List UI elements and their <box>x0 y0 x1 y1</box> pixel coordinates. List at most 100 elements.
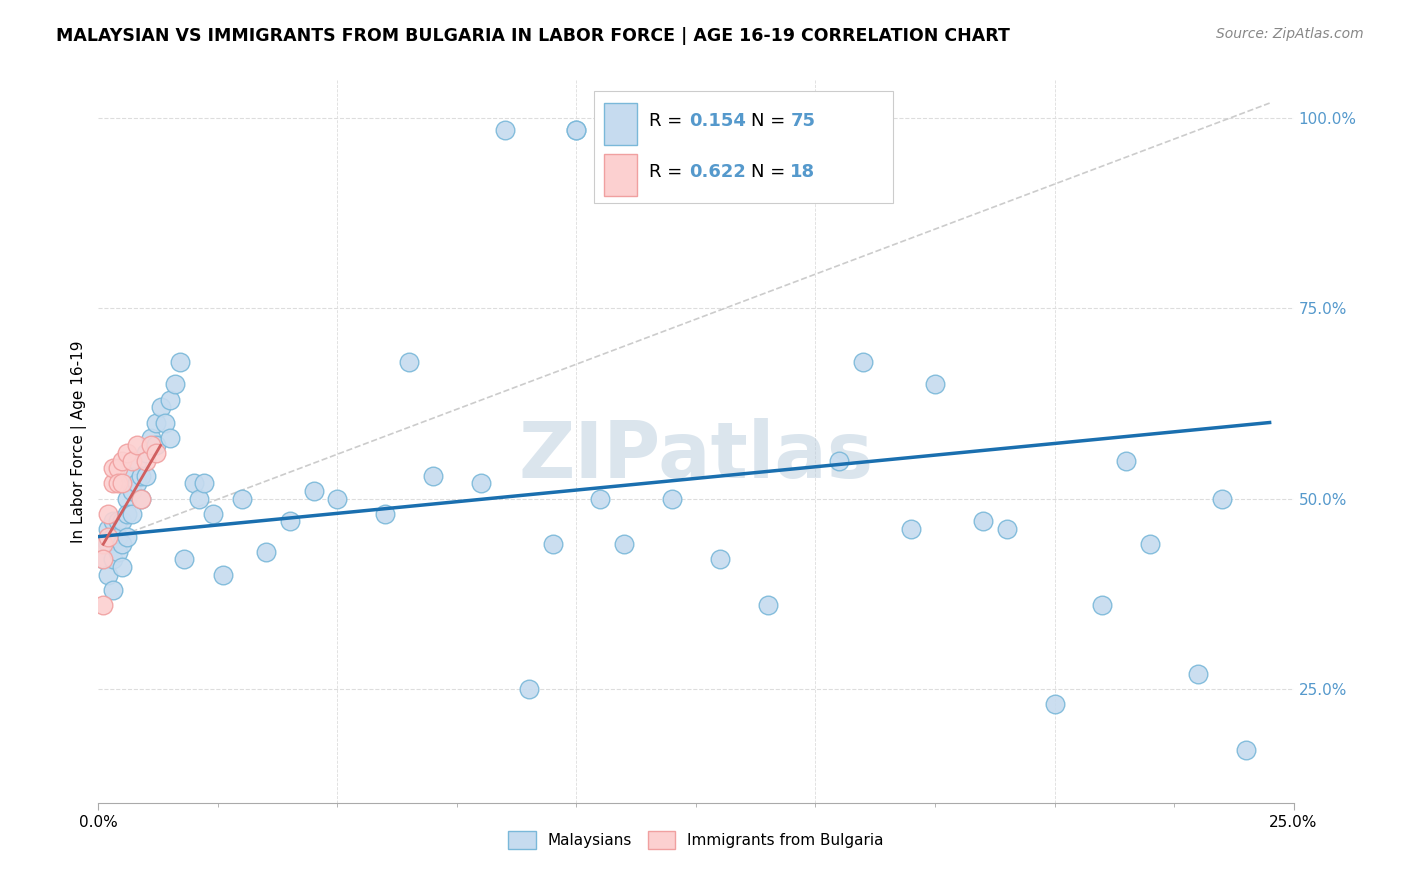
Malaysians <box>107 530 129 544</box>
Immigrants from Bulgaria <box>111 476 134 491</box>
Malaysians <box>1234 742 1257 756</box>
Malaysians <box>661 491 683 506</box>
Malaysians <box>709 552 731 566</box>
Malaysians <box>589 491 612 506</box>
Malaysians <box>374 507 396 521</box>
Immigrants from Bulgaria <box>91 537 114 551</box>
Malaysians <box>111 537 134 551</box>
Malaysians <box>517 681 540 696</box>
Malaysians <box>302 483 325 498</box>
Malaysians <box>231 491 253 506</box>
FancyBboxPatch shape <box>605 154 637 196</box>
Malaysians <box>828 453 851 467</box>
Immigrants from Bulgaria <box>91 598 114 612</box>
Malaysians <box>97 567 120 582</box>
Text: Source: ZipAtlas.com: Source: ZipAtlas.com <box>1216 27 1364 41</box>
Text: MALAYSIAN VS IMMIGRANTS FROM BULGARIA IN LABOR FORCE | AGE 16-19 CORRELATION CHA: MALAYSIAN VS IMMIGRANTS FROM BULGARIA IN… <box>56 27 1010 45</box>
Immigrants from Bulgaria <box>139 438 162 452</box>
Malaysians <box>111 515 134 529</box>
Malaysians <box>163 377 186 392</box>
Malaysians <box>145 438 167 452</box>
Malaysians <box>159 431 181 445</box>
Malaysians <box>494 122 516 136</box>
Malaysians <box>613 537 636 551</box>
Malaysians <box>398 354 420 368</box>
FancyBboxPatch shape <box>605 103 637 145</box>
Malaysians <box>995 522 1018 536</box>
Immigrants from Bulgaria <box>107 476 129 491</box>
Malaysians <box>1139 537 1161 551</box>
Immigrants from Bulgaria <box>91 552 114 566</box>
Malaysians <box>202 507 225 521</box>
Malaysians <box>115 530 138 544</box>
Malaysians <box>637 122 659 136</box>
Malaysians <box>91 552 114 566</box>
Malaysians <box>1115 453 1137 467</box>
Text: ZIPatlas: ZIPatlas <box>519 418 873 494</box>
Malaysians <box>924 377 946 392</box>
Legend: Malaysians, Immigrants from Bulgaria: Malaysians, Immigrants from Bulgaria <box>508 830 884 849</box>
Malaysians <box>155 416 177 430</box>
Malaysians <box>125 453 148 467</box>
Malaysians <box>145 416 167 430</box>
FancyBboxPatch shape <box>595 91 893 203</box>
Malaysians <box>278 515 301 529</box>
Immigrants from Bulgaria <box>135 453 157 467</box>
Malaysians <box>91 537 114 551</box>
Malaysians <box>900 522 922 536</box>
Immigrants from Bulgaria <box>101 461 124 475</box>
Malaysians <box>852 354 875 368</box>
Immigrants from Bulgaria <box>145 446 167 460</box>
Malaysians <box>115 491 138 506</box>
Text: 18: 18 <box>790 163 815 181</box>
Malaysians <box>121 483 143 498</box>
Malaysians <box>111 560 134 574</box>
Text: R =: R = <box>650 112 689 130</box>
Malaysians <box>422 468 444 483</box>
Malaysians <box>101 515 124 529</box>
Malaysians <box>97 522 120 536</box>
Immigrants from Bulgaria <box>111 453 134 467</box>
Immigrants from Bulgaria <box>101 476 124 491</box>
Text: 0.154: 0.154 <box>689 112 745 130</box>
Immigrants from Bulgaria <box>125 438 148 452</box>
Malaysians <box>187 491 209 506</box>
Malaysians <box>169 354 191 368</box>
Malaysians <box>101 530 124 544</box>
Malaysians <box>541 537 564 551</box>
Malaysians <box>1187 666 1209 681</box>
Malaysians <box>972 515 994 529</box>
Text: 75: 75 <box>790 112 815 130</box>
Immigrants from Bulgaria <box>131 491 153 506</box>
Malaysians <box>107 515 129 529</box>
Malaysians <box>183 476 205 491</box>
Text: N =: N = <box>751 112 792 130</box>
Malaysians <box>101 582 124 597</box>
Malaysians <box>470 476 492 491</box>
Malaysians <box>121 468 143 483</box>
Malaysians <box>139 431 162 445</box>
Malaysians <box>326 491 349 506</box>
Malaysians <box>193 476 215 491</box>
Malaysians <box>173 552 195 566</box>
Malaysians <box>131 468 153 483</box>
Immigrants from Bulgaria <box>107 461 129 475</box>
Malaysians <box>131 491 153 506</box>
Malaysians <box>1091 598 1114 612</box>
Malaysians <box>125 476 148 491</box>
Malaysians <box>107 545 129 559</box>
Malaysians <box>121 507 143 521</box>
Malaysians <box>149 401 172 415</box>
Malaysians <box>159 392 181 407</box>
Text: N =: N = <box>751 163 792 181</box>
Malaysians <box>101 552 124 566</box>
Malaysians <box>254 545 277 559</box>
Malaysians <box>115 507 138 521</box>
Malaysians <box>1043 697 1066 711</box>
Immigrants from Bulgaria <box>121 453 143 467</box>
Text: 0.622: 0.622 <box>689 163 745 181</box>
Immigrants from Bulgaria <box>115 446 138 460</box>
Text: R =: R = <box>650 163 689 181</box>
Malaysians <box>565 122 588 136</box>
Malaysians <box>211 567 233 582</box>
